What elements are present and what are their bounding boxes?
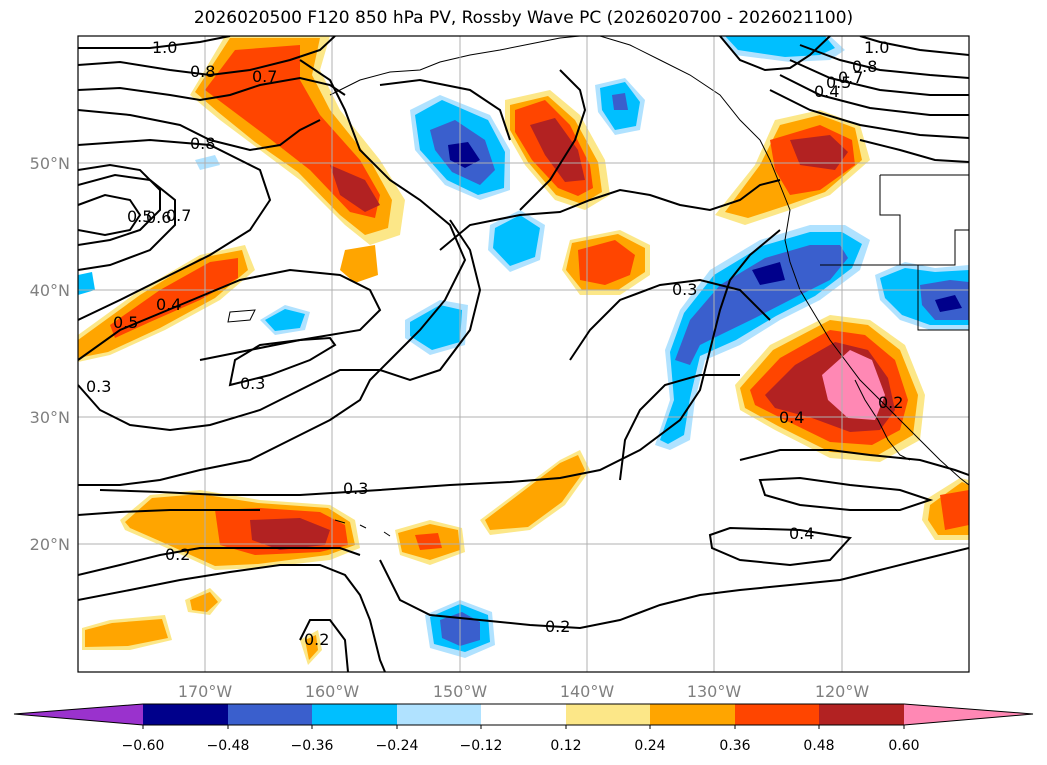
contour-label: 0.6 — [146, 208, 171, 227]
colorbar-bin — [397, 704, 481, 725]
colorbar-bin — [312, 704, 397, 725]
lon-axis-labels: 170°W 160°W 150°W 140°W 130°W 120°W — [178, 682, 870, 701]
lon-label: 170°W — [178, 682, 233, 701]
colorbar-tick-label: −0.36 — [291, 738, 334, 754]
contour-label: 0.5 — [826, 73, 851, 92]
contour-label: 0.4 — [789, 524, 814, 543]
contour-label: 1.0 — [864, 38, 889, 57]
colorbar-tick-label: 0.48 — [803, 738, 834, 754]
lat-label: 50°N — [30, 154, 70, 173]
contour-label: 0.8 — [190, 134, 215, 153]
colorbar-bin — [566, 704, 650, 725]
coastlines — [227, 36, 969, 537]
lat-label: 30°N — [30, 408, 70, 427]
colorbar-tick-label: 0.36 — [719, 738, 750, 754]
contour-label: 0.2 — [545, 617, 570, 636]
map-content: 1.0 0.8 0.7 0.8 0.5 0.6 0.7 0.5 0.4 0.3 … — [78, 36, 969, 672]
contour-label: 0.7 — [166, 206, 191, 225]
colorbar-bin — [735, 704, 819, 725]
contour-label: 0.5 — [113, 313, 138, 332]
colorbar-extend-high — [904, 704, 1033, 725]
colorbar-tick-label: −0.60 — [122, 738, 165, 754]
colorbar-bin — [650, 704, 735, 725]
figure-title: 2026020500 F120 850 hPa PV, Rossby Wave … — [193, 8, 854, 28]
contour-label: 0.8 — [190, 62, 215, 81]
colorbar-bin — [143, 704, 228, 725]
lon-label: 160°W — [305, 682, 360, 701]
contour-label: 0.5 — [127, 207, 152, 226]
colorbar-tick-label: −0.48 — [207, 738, 250, 754]
lat-label: 20°N — [30, 535, 70, 554]
contour-label: 0.3 — [672, 280, 697, 299]
colorbar-extend-low — [14, 704, 143, 725]
lon-label: 150°W — [433, 682, 488, 701]
pv-contours — [78, 36, 969, 672]
gridlines — [78, 36, 969, 672]
colorbar-tick-label: 0.60 — [888, 738, 919, 754]
contour-label: 0.7 — [838, 68, 863, 87]
contour-label: 0.4 — [156, 295, 181, 314]
contour-label: 0.4 — [814, 82, 839, 101]
contour-label: 0.3 — [343, 479, 368, 498]
colorbar-tick-label: 0.24 — [634, 738, 665, 754]
contour-label: 0.3 — [86, 377, 111, 396]
contour-label: 0.7 — [252, 67, 277, 86]
contour-label: 1.0 — [152, 38, 177, 57]
contour-label: 0.2 — [878, 393, 903, 412]
colorbar-tick-label: 0.12 — [550, 738, 581, 754]
colorbar-bin — [228, 704, 312, 725]
lat-label: 40°N — [30, 281, 70, 300]
contour-labels: 1.0 0.8 0.7 0.8 0.5 0.6 0.7 0.5 0.4 0.3 … — [86, 38, 903, 649]
colorbar-bin — [819, 704, 904, 725]
lon-label: 130°W — [687, 682, 742, 701]
contour-label: 0.2 — [304, 630, 329, 649]
contour-label: 0.8 — [852, 57, 877, 76]
contour-label: 0.2 — [165, 545, 190, 564]
colorbar-bin — [481, 704, 566, 725]
colorbar: −0.60 −0.48 −0.36 −0.24 −0.12 0.12 0.24 … — [13, 703, 1034, 754]
contour-label: 0.4 — [779, 408, 804, 427]
colorbar-tick-label: −0.24 — [376, 738, 419, 754]
map-frame — [77, 35, 970, 673]
contour-label: 0.3 — [240, 374, 265, 393]
lon-label: 120°W — [815, 682, 870, 701]
colorbar-tick-label: −0.12 — [460, 738, 503, 754]
lat-axis-labels: 50°N 40°N 30°N 20°N — [30, 154, 70, 554]
lon-label: 140°W — [560, 682, 615, 701]
